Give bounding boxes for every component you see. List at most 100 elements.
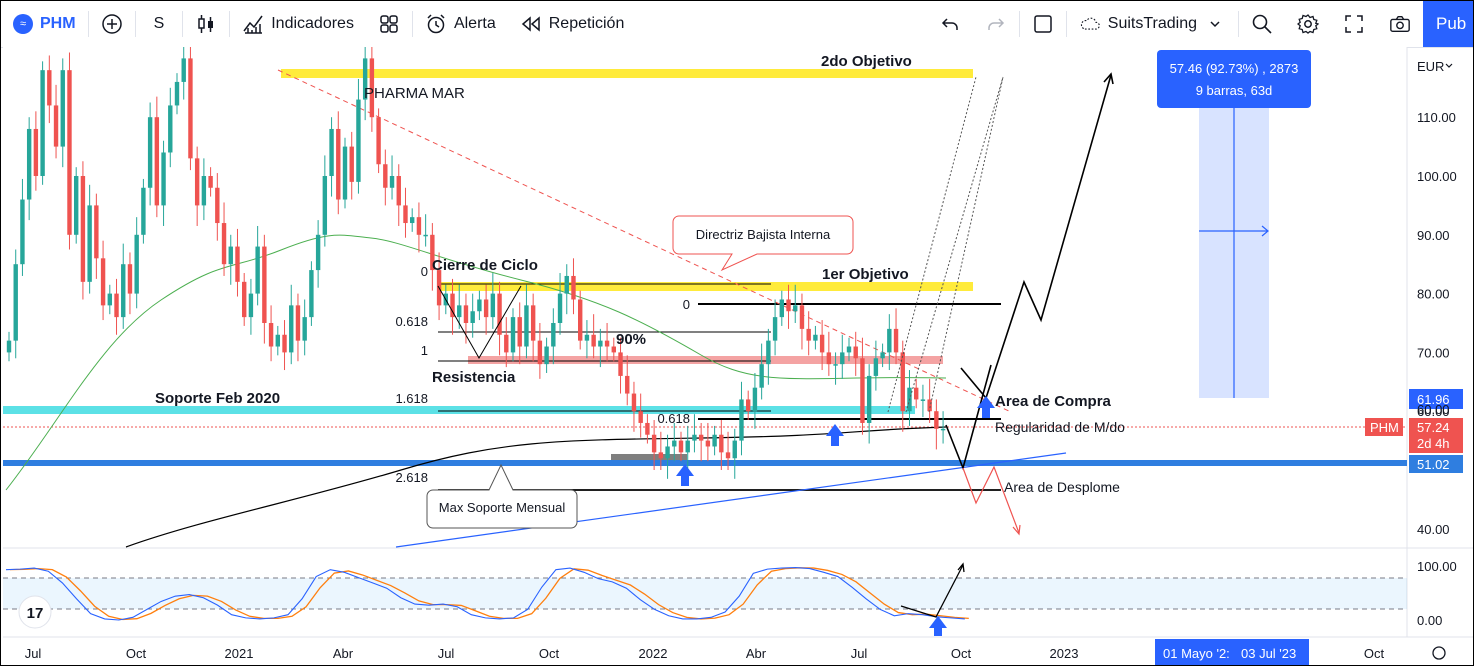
collapse-area-label: Area de Desplome [1004, 479, 1120, 495]
price-tick: 110.00 [1417, 110, 1456, 125]
candle [746, 390, 751, 421]
tradingview-logo[interactable]: 17 [18, 595, 52, 629]
measure-box[interactable] [1157, 50, 1311, 108]
candle [705, 422, 711, 462]
search-button[interactable] [1239, 1, 1285, 47]
candle [819, 320, 825, 371]
divider [1065, 11, 1067, 37]
candle [517, 302, 522, 365]
interval-button[interactable]: S [136, 1, 183, 47]
price-axis[interactable]: 40.00 60.00 70.00 80.00 90.00 100.00 110.00 [1417, 110, 1457, 537]
candle [248, 278, 254, 335]
publish-label: Pub [1436, 14, 1467, 33]
chevron-down-icon [1204, 13, 1226, 35]
resistance-band [468, 356, 943, 364]
candle [242, 273, 247, 326]
candle [645, 414, 650, 444]
candle [779, 290, 784, 326]
replay-button[interactable]: Repetición [508, 1, 637, 47]
time-tick: 2023 [1050, 646, 1079, 661]
candle [571, 258, 576, 315]
regularity-label: Regularidad de M/do [995, 419, 1125, 435]
snapshot-button[interactable] [1377, 1, 1423, 47]
symbol-search[interactable]: ≈ PHM [1, 1, 88, 47]
currency-button[interactable]: EUR [1411, 56, 1455, 76]
divider [1018, 11, 1020, 37]
candle [134, 217, 139, 309]
candle [678, 431, 684, 462]
price-tag-60-text: 60.00 [1417, 402, 1450, 417]
publish-button[interactable]: Pub [1423, 1, 1473, 47]
candle [530, 293, 536, 362]
candle [188, 47, 193, 171]
candle [940, 411, 946, 444]
time-tick: Abr [333, 646, 354, 661]
candle [94, 193, 99, 279]
candle [221, 202, 227, 276]
fullscreen-button[interactable] [1331, 1, 1377, 47]
company-label: PHARMA MAR [364, 85, 465, 102]
time-range-start: 01 Mayo '2: [1163, 646, 1230, 661]
last-price-countdown: 2d 4h [1417, 436, 1450, 451]
alert-button[interactable]: Alerta [413, 1, 508, 47]
templates-button[interactable] [366, 1, 412, 47]
cloud-icon [1079, 13, 1101, 35]
layout-button[interactable]: SuitsTrading [1067, 1, 1238, 47]
candle [625, 355, 630, 406]
candle [860, 337, 865, 435]
oscillator-projection [900, 564, 964, 618]
divider [1238, 11, 1239, 37]
settings-button[interactable] [1285, 1, 1331, 47]
candle [100, 240, 106, 321]
target2-label: 2do Objetivo [821, 53, 912, 70]
candle [168, 87, 173, 168]
candle [53, 84, 59, 159]
candle [383, 149, 388, 206]
candle [107, 284, 112, 315]
trendline-callout[interactable] [672, 215, 854, 272]
fullscreen-icon [1343, 13, 1365, 35]
rewind-icon [520, 13, 542, 35]
candle [759, 343, 764, 400]
time-tick: Oct [539, 646, 560, 661]
time-axis[interactable]: Jul Oct 2021 Abr Jul Oct 2022 Abr Jul Oct 2023 Oct [25, 646, 1385, 661]
divider [411, 11, 413, 37]
alarm-clock-icon [425, 13, 447, 35]
gear-icon [1297, 13, 1319, 35]
compare-button[interactable] [89, 1, 135, 47]
indicators-button[interactable]: Indicadores [230, 1, 366, 47]
target1-band [438, 282, 973, 291]
candle [336, 111, 341, 215]
candle [692, 414, 697, 453]
fib-left-label: 0 [421, 264, 428, 279]
arrow-up-icon [1103, 72, 1114, 85]
candle [208, 167, 213, 197]
chart-settings-button[interactable] [1432, 646, 1446, 660]
chart-area[interactable]: 57.46 (92.73%) , 2873 9 barras, 63d Dire… [1, 47, 1473, 665]
candle [712, 425, 717, 456]
candle [732, 428, 737, 479]
fib-left-label: 1.618 [395, 391, 428, 406]
main-pane[interactable] [3, 47, 1407, 547]
undo-button[interactable] [927, 1, 973, 47]
divider [229, 11, 231, 37]
candle [74, 167, 79, 244]
symbol-logo-icon: ≈ [13, 14, 33, 34]
candle [87, 184, 92, 294]
monthly-support-callout[interactable] [426, 463, 578, 529]
candle [598, 328, 603, 368]
candle [604, 323, 610, 362]
time-tick: 2022 [639, 646, 668, 661]
redo-button[interactable] [973, 1, 1019, 47]
chart-type-button[interactable] [183, 1, 229, 47]
candle [215, 173, 220, 241]
dotted-target-line-3 [928, 76, 1004, 413]
symbol-price-label [1365, 418, 1403, 436]
fullscreen-layout-button[interactable] [1020, 1, 1066, 47]
candle [295, 293, 301, 362]
toolbar: ≈ PHM S Indicadores Alerta [1, 1, 1473, 48]
time-tick: Oct [1364, 646, 1385, 661]
measure-arrow-icon [1261, 225, 1269, 237]
candle [483, 284, 489, 335]
square-icon [1032, 13, 1054, 35]
